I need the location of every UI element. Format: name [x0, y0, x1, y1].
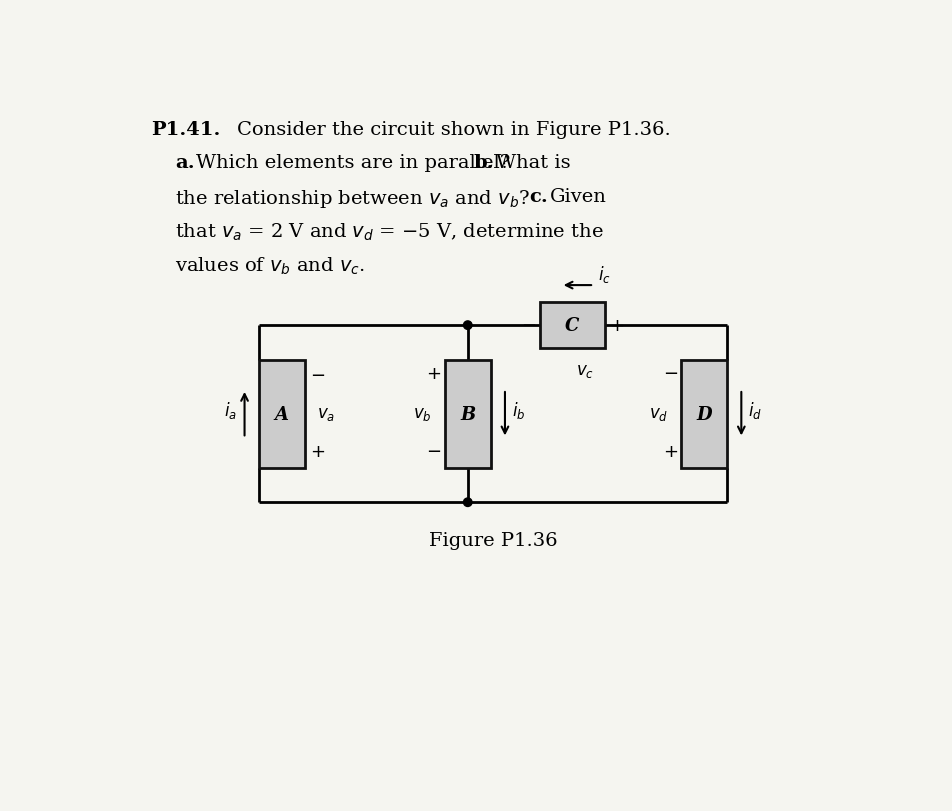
Text: −: − — [426, 442, 442, 461]
Text: that $v_a$ = 2 V and $v_d$ = −5 V, determine the: that $v_a$ = 2 V and $v_d$ = −5 V, deter… — [175, 222, 604, 243]
Text: a.: a. — [175, 154, 194, 172]
Text: c.: c. — [529, 188, 548, 206]
Text: +: + — [309, 442, 325, 461]
Bar — [259, 360, 305, 468]
Bar — [681, 360, 727, 468]
Circle shape — [464, 321, 472, 330]
Text: −: − — [521, 317, 536, 335]
Text: −: − — [309, 367, 325, 384]
Text: Which elements are in parallel?: Which elements are in parallel? — [196, 154, 511, 172]
Text: P1.41.: P1.41. — [151, 120, 221, 139]
Text: Figure P1.36: Figure P1.36 — [428, 532, 557, 550]
Text: the relationship between $v_a$ and $v_b$?: the relationship between $v_a$ and $v_b$… — [175, 188, 530, 210]
Text: $i_d$: $i_d$ — [748, 400, 763, 421]
Text: A: A — [275, 406, 288, 423]
Text: $i_b$: $i_b$ — [512, 400, 526, 421]
Bar — [540, 303, 605, 349]
Text: +: + — [426, 364, 442, 382]
Text: $v_b$: $v_b$ — [413, 406, 432, 423]
Text: $v_a$: $v_a$ — [317, 406, 336, 423]
Text: Given: Given — [550, 188, 606, 206]
Bar — [445, 360, 491, 468]
Text: C: C — [565, 317, 580, 335]
Text: $i_c$: $i_c$ — [599, 264, 611, 284]
Text: $v_d$: $v_d$ — [649, 406, 668, 423]
Text: D: D — [696, 406, 712, 423]
Text: What is: What is — [496, 154, 570, 172]
Text: +: + — [608, 317, 624, 335]
Text: b.: b. — [474, 154, 494, 172]
Text: −: − — [663, 364, 678, 382]
Text: values of $v_b$ and $v_c$.: values of $v_b$ and $v_c$. — [175, 255, 365, 277]
Text: Consider the circuit shown in Figure P1.36.: Consider the circuit shown in Figure P1.… — [237, 120, 670, 139]
Text: $v_c$: $v_c$ — [576, 363, 594, 380]
Text: $i_a$: $i_a$ — [224, 400, 237, 421]
Text: +: + — [663, 442, 678, 461]
Circle shape — [464, 499, 472, 507]
Text: B: B — [460, 406, 475, 423]
